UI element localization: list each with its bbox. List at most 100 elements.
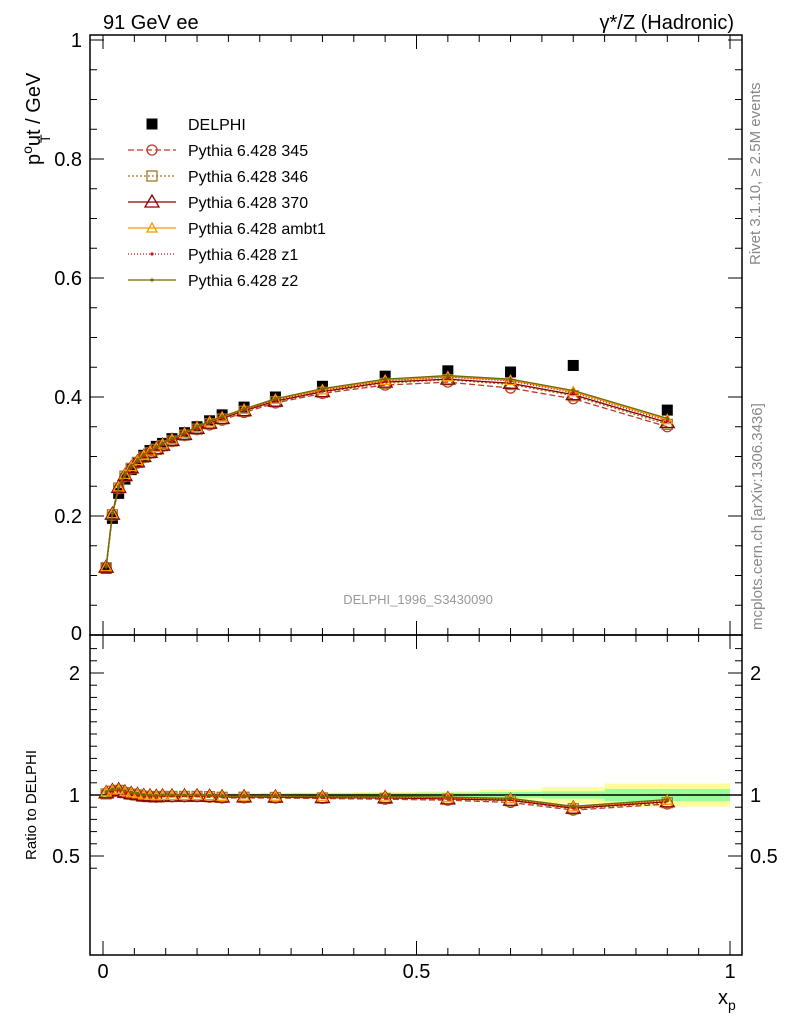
point-z1 — [571, 391, 575, 395]
legend-label-z2: Pythia 6.428 z2 — [188, 273, 298, 290]
ratio-point-z2 — [148, 793, 152, 797]
point-z2 — [571, 388, 575, 393]
ratio-point-z2 — [110, 787, 115, 791]
point-z2 — [154, 445, 158, 449]
series-line-z1 — [105, 376, 668, 568]
legend: DELPHI Pythia 6.428 345 Pythia 6.428 346 Py… — [128, 117, 326, 290]
point-z2 — [117, 484, 121, 488]
main-y-tick-label-zero: 0 — [71, 623, 82, 645]
ratio-point-z2 — [104, 790, 108, 794]
point-data — [316, 380, 328, 392]
point-ambt1 — [118, 468, 132, 480]
point-z2 — [148, 448, 152, 453]
point-ambt1 — [190, 421, 204, 432]
point-z2 — [508, 377, 513, 381]
ratio-point-z2 — [446, 795, 450, 799]
legend-marker-z2 — [150, 278, 154, 282]
series-line-p345 — [105, 381, 668, 568]
x-axis-label: xp — [718, 987, 736, 1013]
point-z2 — [195, 425, 199, 429]
main-y-tick-label: 0.8 — [54, 149, 82, 171]
ratio-point-z2 — [195, 793, 199, 797]
legend-label-p370: Pythia 6.428 370 — [188, 195, 308, 212]
point-z2 — [207, 419, 212, 423]
x-tick-label: 1 — [724, 961, 735, 983]
point-ambt1 — [125, 460, 138, 472]
ratio-point-z2 — [123, 789, 127, 793]
legend-marker-ambt1 — [145, 221, 159, 233]
ratio-point-z2 — [320, 794, 325, 798]
point-ambt1 — [131, 454, 144, 466]
ratio-point-z2 — [135, 791, 140, 795]
series-line-p346 — [105, 379, 668, 568]
point-z2 — [142, 453, 146, 457]
legend-label-p346: Pythia 6.428 346 — [188, 169, 308, 186]
ratio-point-z2 — [129, 790, 133, 794]
point-data — [505, 366, 517, 378]
point-z2 — [104, 564, 108, 569]
legend-marker-p370 — [143, 193, 161, 208]
point-z2 — [242, 407, 246, 411]
legend-label-ambt1: Pythia 6.428 ambt1 — [188, 221, 326, 238]
point-ambt1 — [100, 560, 113, 572]
point-p370 — [98, 558, 115, 573]
watermark: DELPHI_1996_S3430090 — [343, 592, 493, 607]
ratio-y-tick-label-right: 2 — [750, 663, 761, 685]
main-series — [98, 359, 676, 574]
point-ambt1 — [156, 437, 169, 449]
ratio-point-z2 — [182, 793, 187, 797]
point-p370 — [110, 479, 127, 494]
ratio-y-tick-label-left: 0.5 — [52, 846, 80, 868]
point-ambt1 — [178, 426, 191, 438]
point-z2 — [170, 437, 174, 441]
series-line-p370 — [105, 378, 668, 568]
main-y-axis-label: pout / GeV — [19, 72, 45, 165]
point-ambt1 — [661, 413, 674, 425]
rivet-side-text: Rivet 3.1.10, ≥ 2.5M events — [747, 83, 764, 266]
point-z2 — [123, 472, 127, 476]
mcplots-side-text: mcplots.cern.ch [arXiv:1306.3436] — [749, 403, 766, 630]
ratio-point-z2 — [220, 794, 224, 798]
series-line-z2 — [105, 374, 668, 567]
point-z2 — [135, 458, 140, 462]
x-tick-label: 0.5 — [403, 961, 431, 983]
ratio-point-z2 — [665, 797, 669, 802]
header-left-label: 91 GeV ee — [103, 12, 199, 34]
ratio-series — [98, 781, 676, 816]
ratio-y-tick-label-left: 2 — [69, 663, 80, 685]
legend-marker-z1 — [150, 252, 154, 256]
legend-marker-data — [146, 118, 158, 130]
point-z1 — [665, 419, 669, 423]
legend-label-p345: Pythia 6.428 345 — [188, 143, 308, 160]
point-z2 — [182, 431, 187, 435]
main-y-tick-label: 0.2 — [54, 506, 82, 528]
ratio-point-z2 — [383, 794, 387, 799]
ratio-point-z2 — [117, 787, 121, 791]
point-z2 — [320, 387, 325, 391]
ratio-point-z2 — [142, 792, 146, 797]
point-ambt1 — [216, 410, 229, 422]
point-z2 — [665, 416, 669, 421]
x-tick-label: 0 — [97, 961, 108, 983]
ratio-point-z2 — [242, 794, 246, 798]
ratio-point-z2 — [273, 794, 278, 798]
point-data — [661, 404, 673, 416]
point-data — [119, 473, 131, 485]
point-z2 — [110, 511, 115, 515]
point-z2 — [220, 415, 224, 419]
ratio-point-z2 — [508, 796, 513, 800]
ratio-plot-frame: 0 0.5 1 0.5 0.5 1 1 2 2 — [52, 634, 778, 983]
ratio-point-z2 — [160, 793, 165, 797]
point-data — [567, 359, 579, 371]
ratio-point-z2 — [154, 793, 158, 797]
point-z2 — [160, 441, 165, 446]
main-y-axis-label-sub: T — [37, 134, 53, 143]
ratio-y-tick-label-left: 1 — [69, 785, 80, 807]
header-right-label: γ*/Z (Hadronic) — [600, 12, 734, 34]
main-y-tick-label: 0.6 — [54, 268, 82, 290]
legend-marker-p345 — [146, 144, 158, 156]
main-y-tick-label: 1 — [71, 30, 82, 52]
point-z2 — [129, 464, 133, 468]
legend-label-z1: Pythia 6.428 z1 — [188, 247, 298, 264]
